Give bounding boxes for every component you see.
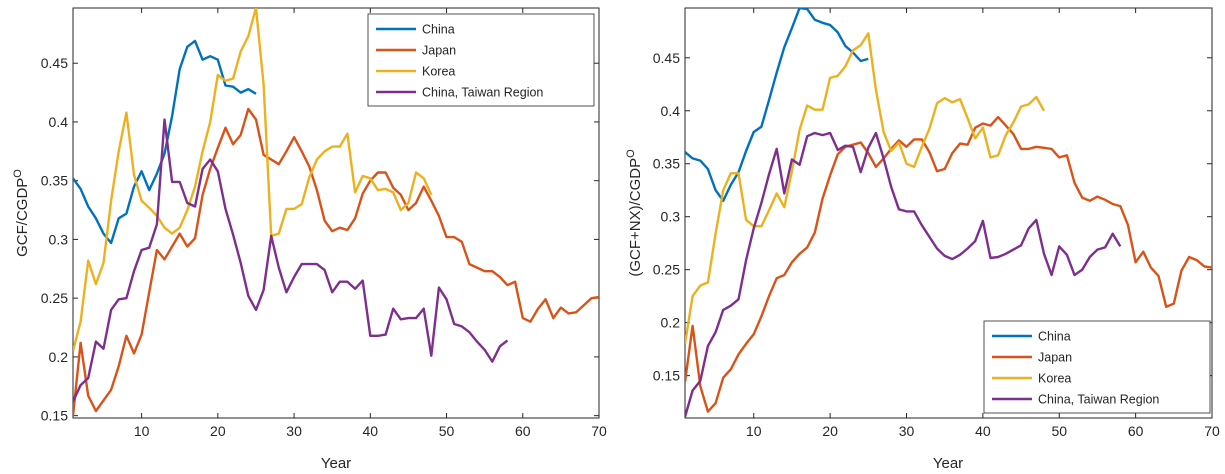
right-x-axis-label: Year — [933, 455, 963, 472]
right-x-tick-label: 30 — [899, 423, 915, 439]
left-y-axis-label-superscript: O — [12, 169, 24, 178]
right-legend-items: China Japan Korea China, Taiwan Region — [992, 330, 1159, 407]
left-x-tick-label: 30 — [286, 423, 302, 439]
right-y-tick-label: 0.35 — [653, 156, 680, 172]
left-y-tick-labels: 0.15 0.2 0.25 0.3 0.35 0.4 0.45 — [41, 55, 68, 423]
left-y-tick-label: 0.45 — [41, 55, 68, 71]
right-legend-label-korea: Korea — [1038, 372, 1071, 386]
left-y-tick-label: 0.4 — [49, 114, 69, 130]
right-legend-label-japan: Japan — [1038, 351, 1072, 365]
right-x-tick-label: 40 — [975, 423, 991, 439]
left-series-line-china — [73, 39, 257, 245]
right-y-axis-label-superscript: O — [625, 149, 637, 158]
right-series-line-china — [685, 8, 869, 203]
left-series-line-china-taiwan-region — [73, 118, 509, 403]
left-series-line-korea — [73, 8, 433, 352]
left-legend-label-korea: Korea — [422, 65, 455, 79]
right-y-axis-label-main: (GCF+NX)/CGDP — [627, 158, 644, 277]
left-x-tick-label: 40 — [363, 423, 379, 439]
left-legend: China Japan Korea China, Taiwan Region — [367, 13, 595, 107]
left-legend-label-japan: Japan — [422, 44, 456, 58]
right-series-line-china-taiwan-region — [685, 131, 1122, 418]
right-y-tick-label: 0.4 — [661, 103, 681, 119]
left-y-tick-label: 0.15 — [41, 408, 68, 424]
right-x-tick-labels: 10 20 30 40 50 60 70 — [746, 423, 1220, 439]
right-x-tick-label: 50 — [1051, 423, 1067, 439]
left-x-tick-label: 20 — [210, 423, 226, 439]
right-x-tick-label: 70 — [1204, 423, 1220, 439]
left-series-group — [73, 8, 599, 416]
right-series-line-japan — [685, 115, 1212, 413]
left-legend-label-china-taiwan-region: China, Taiwan Region — [422, 86, 543, 100]
left-y-tick-label: 0.25 — [41, 290, 68, 306]
right-y-tick-label: 0.15 — [653, 368, 680, 384]
right-y-tick-label: 0.45 — [653, 50, 680, 66]
right-x-tick-label: 20 — [822, 423, 838, 439]
right-chart-panel: 0.15 0.2 0.25 0.3 0.35 0.4 0.45 10 20 30 40 50 60 70… — [625, 7, 1220, 472]
right-ticks — [685, 8, 1213, 418]
right-legend-label-china: China — [1038, 330, 1071, 344]
left-x-axis-label: Year — [321, 455, 351, 472]
left-y-axis-label-main: GCF/CGDP — [14, 178, 31, 257]
right-x-tick-label: 10 — [746, 423, 762, 439]
left-x-tick-label: 70 — [591, 423, 607, 439]
left-y-axis-label: GCF/CGDPO — [12, 169, 31, 257]
left-y-tick-label: 0.35 — [41, 173, 68, 189]
left-x-tick-label: 60 — [515, 423, 531, 439]
left-x-tick-label: 10 — [134, 423, 150, 439]
right-x-tick-label: 60 — [1128, 423, 1144, 439]
left-x-tick-labels: 10 20 30 40 50 60 70 — [134, 423, 607, 439]
left-chart-panel: 0.15 0.2 0.25 0.3 0.35 0.4 0.45 10 20 30 40 50 60 70… — [12, 7, 607, 472]
left-y-tick-label: 0.2 — [49, 349, 69, 365]
left-series-line-japan — [73, 107, 599, 416]
right-series-line-korea — [685, 32, 1046, 344]
right-y-tick-label: 0.2 — [661, 315, 681, 331]
left-legend-items: China Japan Korea China, Taiwan Region — [376, 23, 543, 100]
right-y-axis-label: (GCF+NX)/CGDPO — [625, 149, 644, 277]
left-legend-label-china: China — [422, 23, 455, 37]
right-series-group — [685, 8, 1212, 418]
right-legend-label-china-taiwan-region: China, Taiwan Region — [1038, 393, 1159, 407]
right-y-tick-labels: 0.15 0.2 0.25 0.3 0.35 0.4 0.45 — [653, 50, 680, 384]
right-legend: China Japan Korea China, Taiwan Region — [983, 320, 1211, 414]
right-y-tick-label: 0.3 — [661, 209, 681, 225]
left-y-tick-label: 0.3 — [49, 231, 69, 247]
right-y-tick-label: 0.25 — [653, 262, 680, 278]
left-x-tick-label: 50 — [439, 423, 455, 439]
